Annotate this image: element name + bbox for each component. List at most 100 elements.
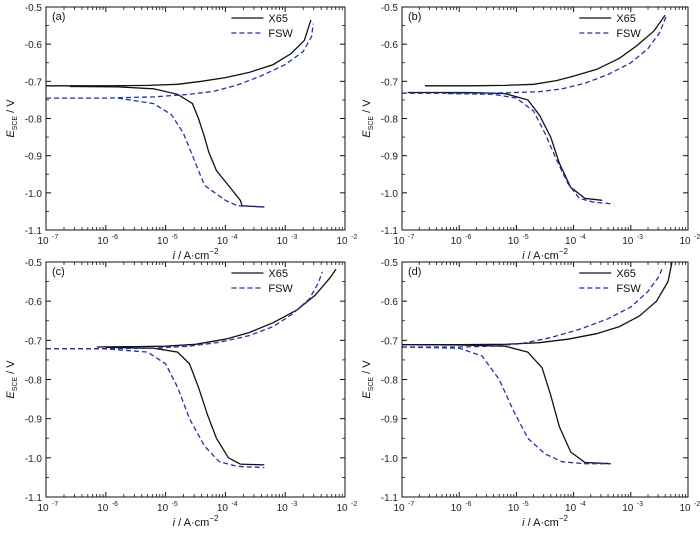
y-tick-label: -0.6 (381, 297, 399, 308)
y-tick-label: -1.0 (381, 454, 399, 465)
x-tick-exponent: -4 (580, 501, 586, 508)
x-tick-exponent: -7 (408, 501, 414, 508)
plot-frame (401, 261, 689, 498)
x-tick-exponent: -3 (637, 501, 643, 508)
x-tick-label: 10 (157, 236, 169, 247)
y-tick-label: -0.6 (381, 40, 399, 51)
y-tick-label: -0.5 (25, 3, 43, 14)
y-tick-label: -1.0 (381, 189, 399, 200)
y-tick-label: -0.5 (381, 258, 399, 269)
x-tick-label: 10 (679, 503, 691, 514)
x-tick-exponent: -6 (465, 234, 471, 241)
x-tick-exponent: -5 (522, 501, 528, 508)
x-tick-exponent: -2 (351, 501, 357, 508)
x-tick-exponent: -5 (522, 234, 528, 241)
panel-label: (c) (52, 266, 65, 278)
y-axis-label: ESCE / V (361, 360, 375, 399)
x-tick-exponent: -6 (465, 501, 471, 508)
x-tick-exponent: -5 (172, 501, 178, 508)
legend-label-x65: X65 (616, 268, 636, 280)
x-tick-exponent: -2 (694, 501, 700, 508)
x-tick-exponent: -7 (52, 234, 58, 241)
x-tick-label: 10 (217, 236, 229, 247)
x-tick-exponent: -7 (408, 234, 414, 241)
x-tick-exponent: -5 (172, 234, 178, 241)
x-axis-label: i / A·cm−2 (522, 247, 568, 262)
series-x65-line-0 (46, 19, 312, 87)
y-tick-label: -0.7 (381, 77, 399, 88)
x-tick-exponent: -4 (231, 234, 237, 241)
panel-c: 10 -7 10 -6 10 -5 10 -4 10 -3 10 -2-1.1-1.0-0.9-0.8… (5, 258, 357, 529)
x-axis-label: i / A·cm−2 (173, 514, 219, 529)
y-tick-label: -0.8 (25, 115, 43, 126)
y-tick-label: -0.9 (25, 152, 43, 163)
x-tick-label: 10 (622, 236, 634, 247)
x-tick-exponent: -2 (694, 234, 700, 241)
y-axis-label: ESCE / V (5, 360, 19, 399)
x-tick-label: 10 (451, 236, 463, 247)
panel-label: (d) (408, 266, 421, 278)
y-tick-label: -1.1 (381, 226, 399, 237)
x-tick-label: 10 (97, 236, 109, 247)
series-fsw-line-3 (117, 97, 265, 208)
x-axis-label: i / A·cm−2 (522, 514, 568, 529)
y-tick-label: -0.8 (25, 376, 43, 387)
x-tick-exponent: -6 (112, 234, 118, 241)
y-tick-label: -0.9 (381, 152, 399, 163)
x-tick-exponent: -3 (291, 234, 297, 241)
series-x65-line-0 (424, 14, 666, 87)
y-tick-label: -0.9 (381, 415, 399, 426)
x-tick-label: 10 (277, 503, 289, 514)
panel-d: 10 -7 10 -6 10 -5 10 -4 10 -3 10 -2-1.1-1.0-0.9-0.8… (361, 258, 700, 529)
y-tick-label: -1.0 (25, 454, 43, 465)
x-tick-label: 10 (37, 503, 49, 514)
x-tick-label: 10 (37, 236, 49, 247)
y-tick-label: -1.1 (25, 493, 43, 504)
series-x65-line-1 (105, 346, 265, 466)
y-tick-label: -0.7 (381, 336, 399, 347)
y-tick-label: -1.1 (25, 226, 43, 237)
series-x65-line-0 (96, 268, 337, 348)
y-axis-label: ESCE / V (361, 99, 375, 138)
x-tick-label: 10 (565, 503, 577, 514)
y-tick-label: -0.5 (381, 3, 399, 14)
x-tick-exponent: -7 (52, 501, 58, 508)
panel-b: 10 -7 10 -6 10 -5 10 -4 10 -3 10 -2-1.1-1.0-0.9-0.8… (361, 3, 700, 262)
series-fsw-line-3 (401, 346, 611, 465)
x-tick-exponent: -3 (637, 234, 643, 241)
panel-label: (b) (408, 11, 421, 23)
series-x65-line-1 (69, 85, 265, 208)
y-tick-label: -0.7 (25, 336, 43, 347)
x-tick-label: 10 (451, 503, 463, 514)
series-x65-line-1 (407, 91, 603, 201)
series-x65-line-1 (401, 343, 611, 465)
legend-label-fsw: FSW (268, 28, 293, 40)
y-tick-label: -0.6 (25, 297, 43, 308)
x-tick-label: 10 (508, 236, 520, 247)
legend-label-x65: X65 (268, 268, 288, 280)
x-tick-exponent: -6 (112, 501, 118, 508)
y-tick-label: -0.6 (25, 40, 43, 51)
y-tick-label: -0.7 (25, 77, 43, 88)
series-fsw-line-3 (45, 347, 265, 469)
x-tick-label: 10 (508, 503, 520, 514)
panel-label: (a) (52, 11, 65, 23)
plot-frame (45, 6, 346, 231)
x-tick-label: 10 (277, 236, 289, 247)
x-tick-label: 10 (679, 236, 691, 247)
y-axis-label: ESCE / V (5, 99, 19, 138)
y-tick-label: -0.9 (25, 415, 43, 426)
plot-frame (401, 6, 689, 231)
series-fsw-line-2 (46, 23, 314, 99)
x-tick-exponent: -4 (580, 234, 586, 241)
series-x65-line-0 (402, 261, 673, 346)
legend-label-x65: X65 (268, 13, 288, 25)
series-fsw-line-2 (46, 271, 323, 350)
x-tick-exponent: -3 (291, 501, 297, 508)
x-tick-exponent: -2 (351, 234, 357, 241)
series-fsw-line-2 (402, 267, 663, 348)
x-tick-label: 10 (336, 503, 348, 514)
y-tick-label: -0.8 (381, 376, 399, 387)
panel-a: 10 -7 10 -6 10 -5 10 -4 10 -3 10 -2-1.1-1.0-0.9-0.8… (5, 3, 357, 262)
